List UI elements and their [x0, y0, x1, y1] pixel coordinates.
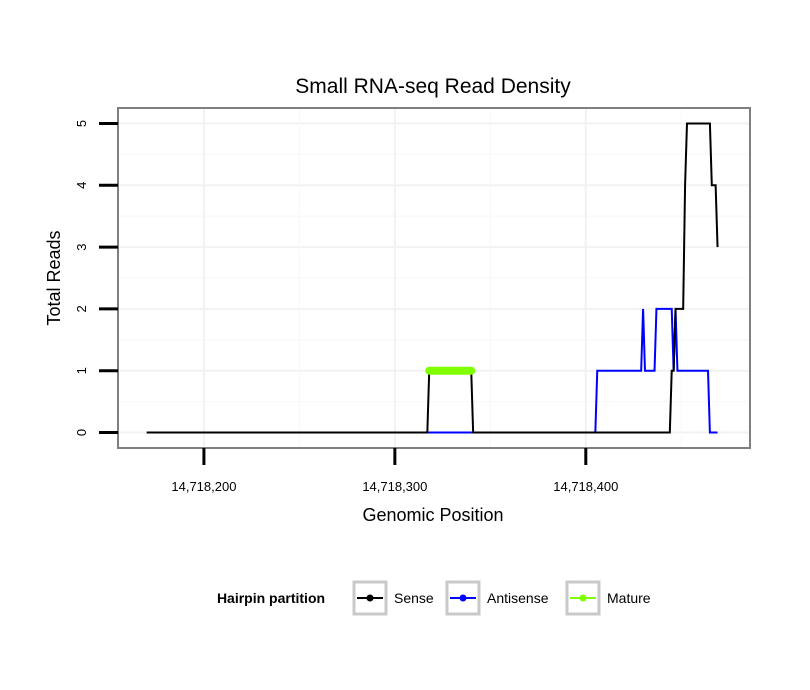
y-tick-label: 3 [74, 243, 89, 250]
legend-label: Mature [607, 590, 651, 606]
y-axis: 0 1 2 3 4 5 [74, 120, 118, 436]
y-tick-label: 2 [74, 305, 89, 312]
y-axis-title: Total Reads [44, 230, 64, 325]
y-tick-label: 0 [74, 429, 89, 436]
plot-panel-border [117, 107, 751, 449]
y-tick-label: 5 [74, 120, 89, 127]
legend-entry-antisense: Antisense [445, 580, 549, 616]
legend-key-point [459, 594, 467, 602]
legend-key-point [579, 594, 587, 602]
x-tick-label: 14,718,300 [362, 479, 427, 494]
chart-title: Small RNA-seq Read Density [295, 75, 571, 98]
series-lines [146, 122, 719, 434]
grid [118, 108, 750, 448]
legend-entry-sense: Sense [352, 580, 434, 616]
series-line-antisense [427, 307, 718, 434]
legend: Hairpin partition Sense Antisense Mature [217, 580, 651, 616]
x-axis-title: Genomic Position [362, 505, 503, 525]
legend-title: Hairpin partition [217, 590, 325, 606]
legend-label: Sense [394, 590, 434, 606]
legend-key-point [366, 594, 374, 602]
x-tick-label: 14,718,400 [553, 479, 618, 494]
y-tick-label: 4 [74, 182, 89, 189]
y-tick-label: 1 [74, 367, 89, 374]
x-tick-label: 14,718,200 [171, 479, 236, 494]
legend-entry-mature: Mature [565, 580, 651, 616]
x-axis: 14,718,200 14,718,300 14,718,400 [171, 448, 618, 494]
legend-label: Antisense [487, 590, 549, 606]
